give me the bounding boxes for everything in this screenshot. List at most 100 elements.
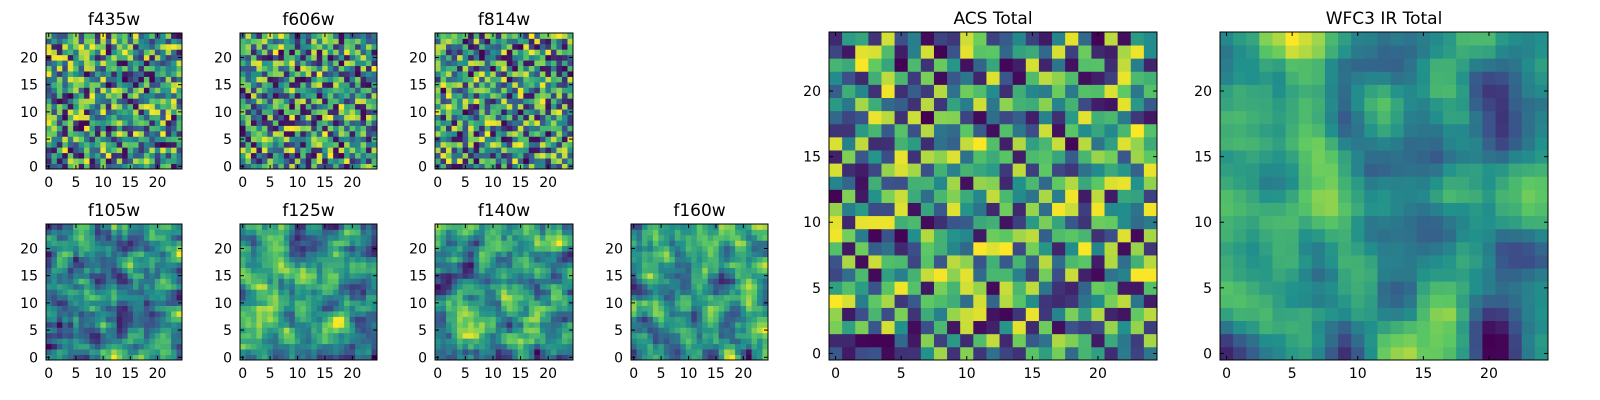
heatmap-cell [349, 245, 356, 252]
heatmap-cell [84, 300, 90, 306]
heatmap-cell [462, 300, 469, 306]
heatmap-cell [561, 327, 568, 334]
heatmap-cell [138, 354, 145, 361]
heatmap-cell [305, 267, 312, 274]
heatmap-cell [523, 38, 530, 45]
heatmap-cell [316, 152, 323, 159]
x-tick-label: 0 [433, 366, 442, 382]
heatmap-cell [338, 343, 345, 350]
heatmap-cell [920, 241, 935, 256]
heatmap-cell [73, 158, 80, 164]
heatmap-cell [1025, 255, 1040, 269]
heatmap-cell [468, 278, 475, 285]
heatmap-cell [160, 294, 167, 301]
heatmap-cell [702, 278, 709, 285]
heatmap-cell [512, 311, 519, 317]
heatmap-cell [322, 300, 329, 306]
heatmap-cell [490, 43, 497, 50]
heatmap-cell [724, 272, 731, 279]
heatmap-cell [46, 267, 52, 274]
heatmap-cell [338, 98, 345, 105]
heatmap-cell [685, 283, 692, 290]
heatmap-cell [67, 349, 74, 355]
heatmap-cell [67, 262, 74, 268]
heatmap-cell [133, 294, 139, 301]
heatmap-cell [986, 215, 1000, 230]
heatmap-cell [261, 234, 268, 241]
heatmap-cell [56, 245, 63, 252]
heatmap-cell [116, 289, 123, 296]
heatmap-cell [757, 289, 763, 296]
heatmap-cell [506, 163, 513, 170]
heatmap-cell [133, 338, 139, 345]
heatmap-cell [484, 267, 491, 274]
heatmap-cell [84, 251, 90, 258]
heatmap-cell [111, 76, 118, 83]
heatmap-cell [691, 234, 698, 241]
heatmap-cell [740, 234, 747, 241]
heatmap-cell [561, 33, 568, 39]
heatmap-cell [440, 283, 447, 290]
heatmap-cell [440, 321, 447, 328]
heatmap-cell [289, 294, 296, 301]
heatmap-cell [261, 289, 268, 296]
heatmap-cell [294, 272, 301, 279]
heatmap-cell [534, 300, 541, 306]
heatmap-cell [133, 251, 139, 258]
heatmap-cell [829, 163, 843, 177]
heatmap-cell [473, 158, 480, 164]
heatmap-cell [300, 60, 307, 67]
heatmap-cell [245, 316, 252, 323]
heatmap-cell [133, 92, 139, 99]
heatmap-cell [176, 71, 183, 77]
heatmap-cell [1038, 241, 1053, 256]
heatmap-cell [272, 272, 279, 279]
heatmap-cell [468, 300, 475, 306]
heatmap-cell [267, 338, 274, 345]
heatmap-cell [669, 272, 676, 279]
heatmap-cell [250, 65, 257, 72]
heatmap-cell [920, 176, 935, 190]
heatmap-cell [100, 332, 107, 339]
heatmap-cell [322, 240, 329, 247]
heatmap-cell [735, 354, 741, 361]
axes-frame-f105w [45, 223, 183, 361]
heatmap-cell [512, 120, 519, 126]
heatmap-cell [78, 343, 85, 350]
heatmap-cell [462, 120, 469, 126]
heatmap-cell [440, 316, 447, 323]
heatmap-cell [685, 332, 692, 339]
heatmap-cell [256, 354, 263, 361]
heatmap-cell [143, 321, 150, 328]
heatmap-cell [735, 262, 741, 268]
heatmap-cell [143, 234, 150, 241]
heatmap-cell [78, 60, 85, 67]
heatmap-cell [473, 332, 480, 339]
heatmap-cell [556, 147, 563, 154]
heatmap-cell [143, 109, 150, 115]
heatmap-cell [94, 354, 101, 361]
heatmap-cell [89, 109, 96, 115]
heatmap-cell [111, 141, 118, 148]
heatmap-cell [294, 234, 301, 241]
heatmap-cell [451, 81, 458, 88]
heatmap-cell [133, 245, 139, 252]
heatmap-cell [289, 136, 296, 143]
heatmap-cell [986, 176, 1000, 190]
heatmap-cell [272, 311, 279, 317]
heatmap-cell [160, 354, 167, 361]
heatmap-cell [881, 228, 895, 243]
heatmap-cell [143, 294, 150, 301]
heatmap-cell [696, 338, 703, 345]
heatmap-cell [680, 262, 687, 268]
heatmap-cell [322, 60, 329, 67]
heatmap-cell [240, 130, 246, 137]
heatmap-cell [528, 321, 535, 328]
heatmap-cell [517, 147, 524, 154]
heatmap-cell [484, 152, 491, 159]
heatmap-cell [46, 147, 52, 154]
heatmap-cell [881, 333, 895, 348]
heatmap-cell [94, 300, 101, 306]
heatmap-cell [272, 38, 279, 45]
heatmap-cell [267, 54, 274, 61]
